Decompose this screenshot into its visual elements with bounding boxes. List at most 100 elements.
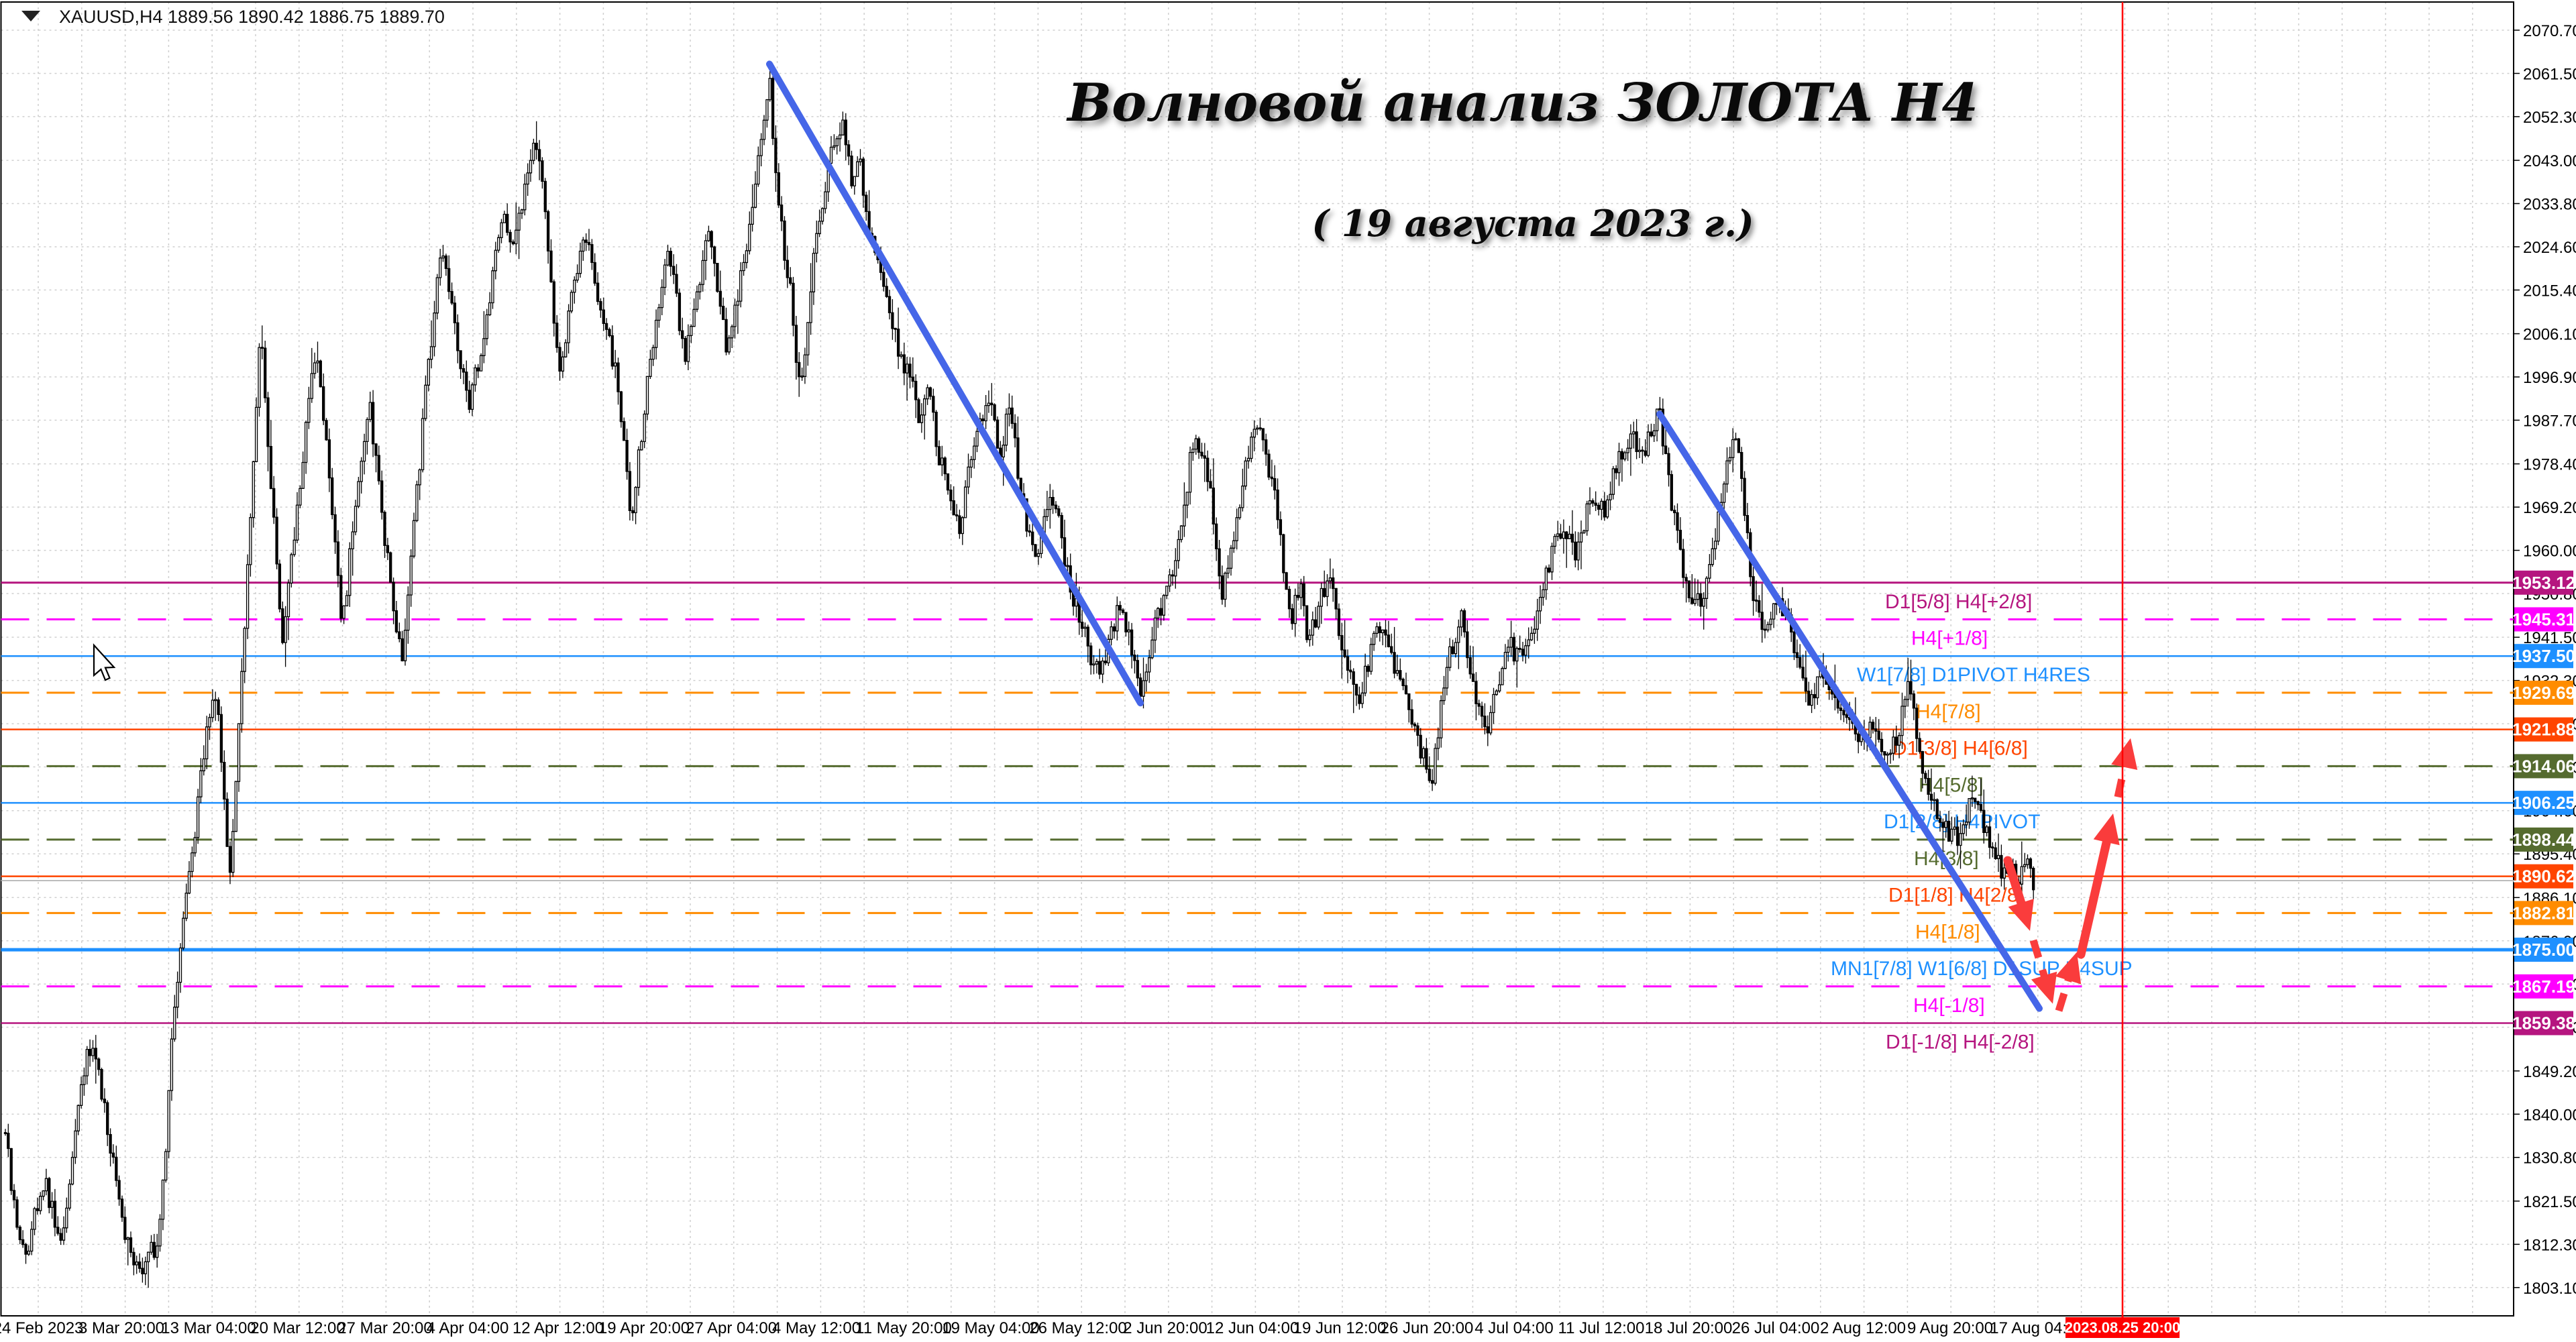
- trendline[interactable]: [766, 60, 1144, 707]
- level-label: H4[7/8]: [1916, 701, 1981, 723]
- price-badge: [2514, 717, 2573, 742]
- time-tick-label: 19 Apr 20:00: [598, 1319, 690, 1337]
- price-tick-label: 1803.10: [2523, 1280, 2576, 1298]
- price-badge: [2514, 938, 2573, 962]
- mouse-cursor: [93, 643, 116, 681]
- candle-bodies-down: [3, 78, 2035, 1274]
- plot-border: [0, 1, 2514, 1317]
- time-tick-label: 12 Jun 04:00: [1206, 1319, 1299, 1337]
- price-tick-label: 1987.70: [2523, 412, 2576, 430]
- level-label: H4[+1/8]: [1911, 627, 1988, 649]
- candle-bodies-up: [27, 78, 2029, 1274]
- grid-layer: [0, 1, 2514, 1317]
- price-badge-label: 1859.38: [2512, 1013, 2575, 1033]
- forecast-arrow-head[interactable]: [2055, 952, 2082, 985]
- price-badge-label: 1914.06: [2512, 756, 2575, 776]
- price-badge: [2514, 827, 2573, 852]
- event-date-label: 2023.08.25 20:00: [2065, 1319, 2181, 1336]
- time-tick-label: 4 Jul 04:00: [1474, 1319, 1553, 1337]
- price-badge-label: 1875.00: [2512, 940, 2575, 960]
- price-tick-label: 1840.00: [2523, 1106, 2576, 1124]
- level-label: D1[-1/8] H4[-2/8]: [1886, 1031, 2035, 1054]
- event-date-badge: [2065, 1317, 2180, 1338]
- level-label: W1[7/8] D1PIVOT H4RES: [1857, 664, 2090, 686]
- cursor-layer: [93, 643, 116, 681]
- forecast-arrow[interactable]: [2076, 828, 2113, 959]
- axes-layer: 2070.70 2061.50 2052.30 2043.00 2033.80 2024.…: [0, 22, 2576, 1338]
- time-tick-label: 12 Apr 12:00: [513, 1319, 604, 1337]
- forecast-arrow-head[interactable]: [2031, 971, 2057, 1004]
- symbol-info-line: XAUUSD,H4 1889.56 1890.42 1886.75 1889.7…: [59, 7, 445, 27]
- price-tick-label: 2061.50: [2523, 65, 2576, 83]
- time-tick-label: 26 May 12:00: [1029, 1319, 1126, 1337]
- price-tick-label: 1996.90: [2523, 369, 2576, 387]
- level-lines-layer: D1[5/8] H4[+2/8] H4[+1/8] W1[7/8] D1PIVOT …: [1, 581, 2514, 1054]
- forecast-arrow-head[interactable]: [2008, 899, 2034, 932]
- price-badge: [2514, 680, 2573, 705]
- time-tick-label: 11 May 20:00: [855, 1319, 952, 1337]
- time-tick-label: 24 Feb 2023: [0, 1319, 83, 1337]
- time-tick-label: 4 Apr 04:00: [427, 1319, 509, 1337]
- time-tick-label: 18 Jul 20:00: [1645, 1319, 1733, 1337]
- price-badge-label: 1945.31: [2512, 609, 2575, 629]
- level-label: H4[-1/8]: [1913, 995, 1985, 1017]
- time-tick-label: 4 May 12:00: [772, 1319, 861, 1337]
- price-badge-label: 1867.19: [2512, 976, 2575, 997]
- price-tick-label: 2033.80: [2523, 196, 2576, 214]
- page-title: Волновой анализ ЗОЛОТА Н4: [1066, 72, 1978, 133]
- level-label: D1[3/8] H4[6/8]: [1892, 738, 2028, 760]
- price-badge-label: 1937.50: [2512, 646, 2575, 666]
- price-tick-label: 1969.20: [2523, 499, 2576, 517]
- time-tick-label: 27 Apr 04:00: [686, 1319, 777, 1337]
- forecast-arrow-head[interactable]: [2111, 738, 2138, 771]
- price-tick-label: 1960.00: [2523, 543, 2576, 561]
- time-tick-label: 19 May 04:00: [942, 1319, 1039, 1337]
- price-tick-label: 1812.30: [2523, 1236, 2576, 1254]
- price-badge: [2514, 864, 2573, 889]
- price-tick-label: 2043.00: [2523, 152, 2576, 170]
- level-label: D1[5/8] H4[+2/8]: [1885, 591, 2032, 613]
- price-badge-label: 1929.69: [2512, 683, 2575, 703]
- price-badge: [2514, 607, 2573, 632]
- price-tick-label: 1849.20: [2523, 1063, 2576, 1081]
- level-label: H4[1/8]: [1915, 921, 1980, 943]
- price-tick-label: 2024.60: [2523, 239, 2576, 257]
- price-tick-label: 2052.30: [2523, 109, 2576, 127]
- price-badge-label: 1953.12: [2512, 573, 2575, 593]
- time-tick-label: 20 Mar 12:00: [250, 1319, 345, 1337]
- price-badge-label: 1890.62: [2512, 866, 2575, 887]
- level-label: MN1[7/8] W1[6/8] D1SUP H4SUP: [1831, 958, 2133, 980]
- price-badge-label: 1898.44: [2512, 830, 2576, 850]
- drawing-objects-layer: [766, 2, 2138, 1316]
- symbol-titlebar: XAUUSD,H4 1889.56 1890.42 1886.75 1889.7…: [21, 7, 445, 27]
- price-badge: [2514, 901, 2573, 926]
- time-tick-label: 2 Aug 12:00: [1820, 1319, 1906, 1337]
- time-tick-label: 26 Jun 20:00: [1381, 1319, 1474, 1337]
- time-tick-label: 11 Jul 12:00: [1558, 1319, 1645, 1337]
- time-tick-label: 13 Mar 04:00: [161, 1319, 256, 1337]
- time-tick-label: 27 Mar 20:00: [337, 1319, 432, 1337]
- time-tick-label: 2 Jun 20:00: [1123, 1319, 1207, 1337]
- time-tick-label: 9 Aug 20:00: [1907, 1319, 1993, 1337]
- time-tick-label: 26 Jul 04:00: [1732, 1319, 1820, 1337]
- price-badge-label: 1882.81: [2512, 903, 2575, 923]
- price-tick-label: 1978.40: [2523, 456, 2576, 474]
- price-badge: [2514, 791, 2573, 816]
- price-tick-label: 1830.80: [2523, 1150, 2576, 1168]
- forecast-arrow-head[interactable]: [2093, 813, 2120, 846]
- symbol-dropdown-icon[interactable]: [21, 11, 40, 21]
- price-badge-label: 1921.88: [2512, 720, 2575, 740]
- time-tick-label: 3 Mar 20:00: [78, 1319, 164, 1337]
- price-badge: [2514, 644, 2573, 669]
- page-subtitle: ( 19 августа 2023 г.): [1311, 202, 1754, 245]
- price-tick-label: 2006.10: [2523, 326, 2576, 344]
- price-tick-label: 2015.40: [2523, 282, 2576, 300]
- price-badge-label: 1906.25: [2512, 793, 2575, 813]
- price-badge: [2514, 754, 2573, 779]
- price-badge: [2514, 1011, 2573, 1036]
- level-label: D1[1/8] H4[2/8]: [1888, 885, 2024, 907]
- price-badge: [2514, 570, 2573, 595]
- trendline[interactable]: [1656, 410, 2043, 1012]
